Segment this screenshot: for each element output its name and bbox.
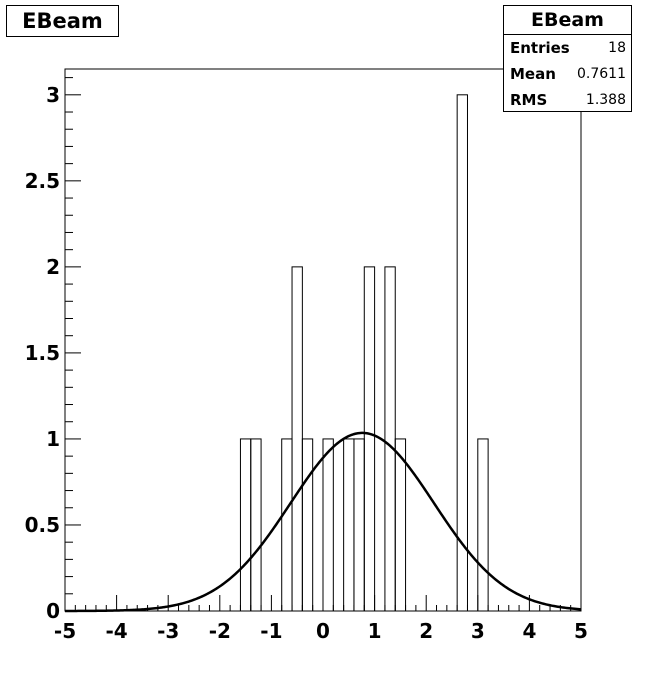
x-tick-label: -5 [54,619,76,643]
stats-label: Entries [510,39,570,57]
x-tick-label: 1 [368,619,382,643]
stats-label: RMS [510,91,548,109]
stats-row-mean: Mean 0.7611 [504,61,631,87]
x-tick-label: -2 [209,619,231,643]
x-tick-label: 4 [522,619,536,643]
x-tick-label: -1 [260,619,282,643]
histogram-bin [477,438,489,612]
x-tick-label: -3 [157,619,179,643]
x-tick-label: 0 [316,619,330,643]
histogram-title: EBeam [6,5,119,37]
histogram-bin [353,438,365,612]
y-tick-label: 1.5 [25,341,60,365]
stats-value: 1.388 [585,92,626,108]
x-tick-label: 5 [574,619,588,643]
histogram-bin [291,266,303,612]
y-axis-ticks: 0 0.5 1 1.5 2 2.5 3 [25,77,81,623]
histogram-bin [281,438,293,612]
gaussian-fit-curve [65,431,582,613]
histogram-bin [456,94,468,612]
histogram-bin [239,438,252,612]
y-tick-label: 0.5 [25,513,60,537]
histogram-bin [250,438,262,612]
stats-label: Mean [510,65,556,83]
stats-value: 0.7611 [577,66,626,82]
histogram-bin [394,438,407,612]
stats-value: 18 [608,40,626,56]
histogram-bin [384,266,396,612]
y-tick-label: 2.5 [25,169,60,193]
y-tick-label: 0 [46,599,60,623]
histogram-bin [363,266,376,612]
histogram-bars [239,94,489,612]
stats-box: EBeam Entries 18 Mean 0.7611 RMS 1.388 [503,5,632,112]
histogram-bin [301,438,314,612]
x-tick-label: 3 [471,619,485,643]
x-tick-label: -4 [105,619,127,643]
x-tick-label: 2 [419,619,433,643]
stats-title: EBeam [504,6,631,35]
histogram-bin [322,438,334,612]
stats-row-rms: RMS 1.388 [504,87,631,113]
y-tick-label: 1 [46,427,60,451]
y-tick-label: 3 [46,83,60,107]
stats-row-entries: Entries 18 [504,35,631,61]
y-tick-label: 2 [46,255,60,279]
x-axis-ticks: -5 -4 -3 -2 -1 0 1 2 3 4 5 [54,595,588,643]
histogram-bin [343,438,355,612]
